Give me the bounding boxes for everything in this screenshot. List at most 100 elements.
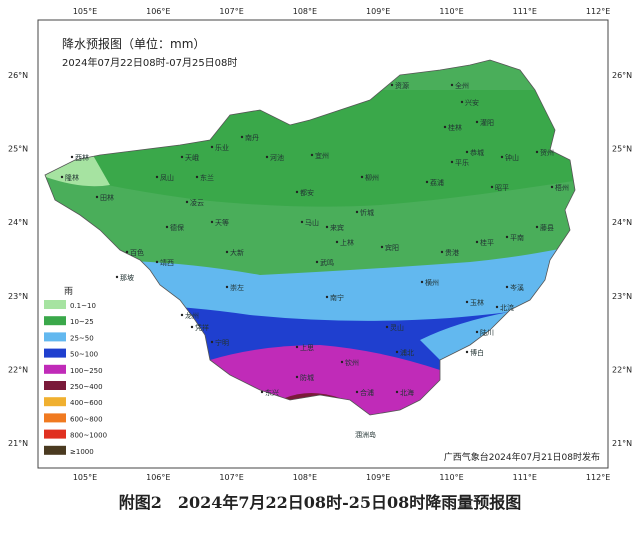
place-dot (195, 175, 199, 179)
map-title: 降水预报图（单位：mm） (62, 36, 205, 51)
lon-tick-label: 112°E (586, 473, 610, 482)
place-label: 崇左 (230, 283, 244, 292)
place-dot (440, 250, 444, 254)
place-dot (115, 275, 119, 279)
place-dot (325, 295, 329, 299)
place-dot (465, 350, 469, 354)
place-dot (490, 185, 494, 189)
lon-tick-label: 107°E (219, 7, 243, 16)
place-label: 兴安 (465, 98, 479, 107)
place-label: 南宁 (330, 293, 344, 302)
caption: 附图2 2024年7月22日08时-25日08时降雨量预报图 (119, 493, 522, 512)
place-label: 龙州 (185, 311, 199, 320)
legend-label: 600~800 (70, 415, 103, 423)
legend-label: 800~1000 (70, 432, 107, 440)
place-dot (95, 195, 99, 199)
place-label: 上思 (300, 343, 314, 352)
lon-tick-label: 109°E (366, 473, 390, 482)
place-dot (390, 83, 394, 87)
lon-tick-label: 106°E (146, 473, 170, 482)
lon-tick-label: 110°E (439, 473, 463, 482)
place-label: 横州 (425, 278, 439, 287)
place-dot (325, 225, 329, 229)
place-label: 梧州 (555, 183, 569, 192)
place-label: 柳州 (365, 173, 379, 182)
place-dot (295, 375, 299, 379)
place-dot (165, 225, 169, 229)
legend-swatch (44, 381, 66, 390)
place-dot (295, 345, 299, 349)
legend-swatch (44, 445, 66, 455)
place-dot (155, 175, 159, 179)
lon-tick-label: 112°E (586, 7, 610, 16)
lat-tick-label: 24°N (8, 218, 28, 227)
place-dot (125, 250, 129, 254)
place-dot (70, 155, 74, 159)
place-label: 南丹 (245, 133, 259, 142)
place-label: 钦州 (345, 358, 359, 367)
map-subtitle: 2024年07月22日08时-07月25日08时 (62, 56, 237, 69)
legend-label: 100~250 (70, 367, 103, 375)
place-dot (465, 150, 469, 154)
place-dot (210, 340, 214, 344)
place-dot (385, 325, 389, 329)
island-label: 涠洲岛 (355, 430, 376, 439)
lat-tick-label: 25°N (612, 145, 632, 154)
place-label: 贵港 (445, 248, 459, 257)
place-dot (535, 150, 539, 154)
place-dot (360, 175, 364, 179)
place-label: 忻城 (360, 208, 374, 217)
place-label: 大新 (230, 248, 244, 257)
place-dot (310, 153, 314, 157)
lat-tick-label: 24°N (612, 218, 632, 227)
place-dot (380, 245, 384, 249)
place-label: 田林 (100, 193, 114, 202)
legend-label: 400~600 (70, 399, 103, 407)
place-label: 西林 (75, 153, 89, 162)
place-label: 那坡 (120, 273, 134, 282)
legend-label: ≥1000 (70, 448, 94, 456)
place-label: 北流 (500, 303, 514, 312)
place-dot (355, 210, 359, 214)
place-label: 宁明 (215, 338, 229, 347)
place-label: 凌云 (190, 198, 204, 207)
lat-tick-label: 21°N (8, 439, 28, 448)
place-dot (475, 120, 479, 124)
place-dot (550, 185, 554, 189)
place-label: 天等 (215, 218, 229, 227)
place-dot (425, 180, 429, 184)
place-label: 东兴 (265, 388, 279, 397)
place-label: 荔浦 (430, 178, 444, 187)
lon-tick-label: 106°E (146, 7, 170, 16)
place-label: 凭祥 (195, 323, 209, 332)
place-dot (210, 220, 214, 224)
place-label: 百色 (130, 248, 144, 257)
place-dot (443, 125, 447, 129)
place-label: 桂林 (448, 123, 462, 132)
place-dot (265, 155, 269, 159)
place-label: 宾阳 (385, 243, 399, 252)
place-label: 隆林 (65, 173, 79, 182)
lon-tick-label: 107°E (219, 473, 243, 482)
place-dot (460, 100, 464, 104)
lon-tick-label: 109°E (366, 7, 390, 16)
place-dot (500, 155, 504, 159)
place-label: 平南 (510, 233, 524, 242)
lon-tick-label: 111°E (513, 7, 537, 16)
place-label: 陆川 (480, 328, 494, 337)
place-dot (180, 313, 184, 317)
lon-tick-label: 108°E (293, 473, 317, 482)
place-dot (475, 240, 479, 244)
place-dot (495, 305, 499, 309)
place-label: 河池 (270, 153, 284, 162)
credit: 广西气象台2024年07月21日08时发布 (444, 451, 600, 463)
lon-tick-label: 105°E (73, 7, 97, 16)
legend-swatch (44, 429, 66, 439)
place-dot (395, 390, 399, 394)
place-label: 桂平 (480, 238, 494, 247)
place-dot (450, 83, 454, 87)
lat-tick-label: 25°N (8, 145, 28, 154)
place-label: 北海 (400, 388, 414, 397)
legend-label: 10~25 (70, 318, 94, 326)
